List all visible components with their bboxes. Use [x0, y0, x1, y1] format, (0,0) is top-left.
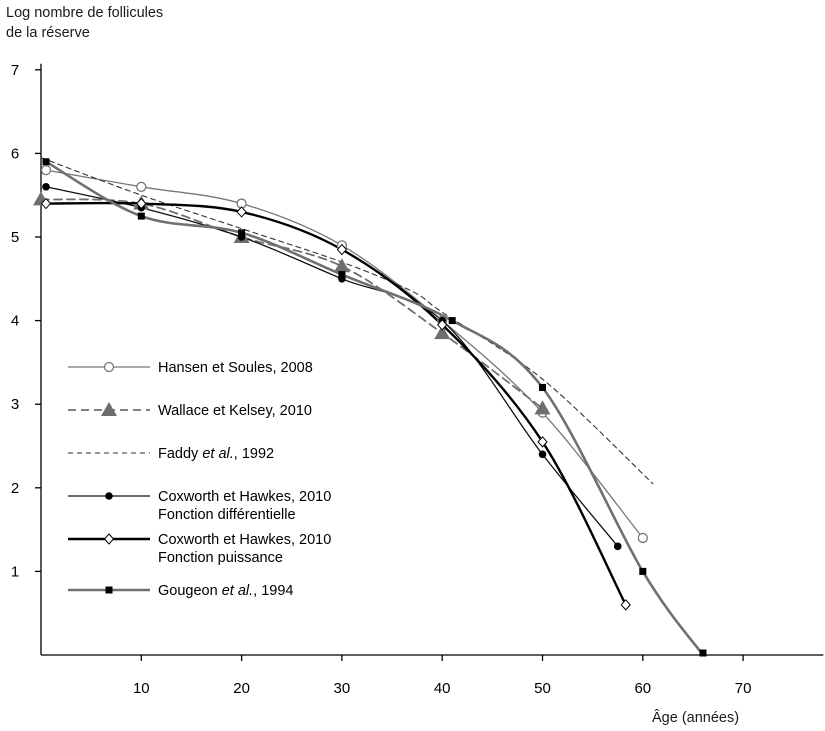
series-4-point — [42, 183, 50, 191]
series-5-point — [336, 243, 348, 256]
series-6-point — [539, 383, 546, 391]
x-tick-label: 10 — [133, 680, 150, 697]
series-line-3 — [40, 157, 654, 485]
y-axis-label-line2: de la réserve — [6, 25, 90, 41]
series-5-point — [620, 599, 631, 611]
series-1-point — [136, 181, 147, 192]
legend-marker-6 — [105, 586, 113, 594]
x-axis-label: Âge (années) — [652, 710, 740, 726]
x-tick-label: 70 — [735, 680, 752, 697]
x-tick-label: 30 — [334, 680, 351, 697]
y-tick-label: 4 — [11, 313, 19, 330]
y-tick-label: 3 — [11, 396, 19, 413]
legend-label-2: Wallace et Kelsey, 2010 — [158, 403, 312, 419]
legend-marker-1 — [103, 361, 115, 373]
series-6-point — [639, 567, 647, 575]
series-5-point — [236, 206, 247, 218]
legend-marker-5 — [103, 533, 115, 545]
series-line-6 — [44, 160, 705, 657]
x-tick-label: 40 — [434, 680, 451, 697]
series-1-point — [40, 164, 52, 176]
legend-label-5-line2: Fonction puissance — [158, 550, 283, 566]
series-5-point — [537, 436, 548, 448]
x-tick-label: 60 — [634, 680, 651, 697]
series-5-point — [40, 197, 52, 210]
legend-label-4-line2: Fonction différentielle — [158, 507, 296, 523]
y-axis-label-line1: Log nombre de follicules — [6, 5, 164, 21]
series-markers — [33, 158, 707, 657]
legend-label-4: Coxworth et Hawkes, 2010 — [158, 489, 331, 505]
series-6-point — [238, 229, 246, 237]
series-2-point — [534, 400, 551, 415]
y-tick-label: 1 — [11, 563, 19, 580]
legend-label-3: Faddy et al., 1992 — [158, 446, 274, 462]
series-line-2 — [40, 198, 544, 410]
x-tick-label: 50 — [534, 680, 551, 697]
series-2-point — [434, 325, 451, 340]
series-5-point — [437, 319, 448, 331]
series-curves — [40, 157, 705, 657]
axes: 1 2 3 4 5 6 7 10 20 30 40 50 60 70 — [11, 62, 824, 697]
y-tick-label: 6 — [11, 145, 19, 162]
series-6-point — [338, 271, 346, 279]
series-2-point — [333, 258, 350, 273]
series-6-point — [448, 317, 456, 325]
legend-marker-2 — [101, 402, 117, 416]
legend-label-6: Gougeon et al., 1994 — [158, 583, 293, 599]
series-6-point — [137, 212, 145, 220]
series-5-point — [136, 197, 147, 210]
y-tick-label: 5 — [11, 229, 19, 246]
y-tick-label: 2 — [11, 480, 19, 497]
series-4-point — [613, 542, 622, 551]
y-tick-label: 7 — [11, 62, 19, 79]
legend-marker-4 — [105, 492, 113, 500]
series-6-point — [699, 649, 707, 657]
x-tick-label: 20 — [233, 680, 250, 697]
legend: Hansen et Soules, 2008 Wallace et Kelsey,… — [68, 360, 331, 599]
series-line-5 — [44, 201, 627, 606]
series-6-point — [42, 158, 50, 166]
legend-label-1: Hansen et Soules, 2008 — [158, 360, 313, 376]
series-line-1 — [45, 169, 644, 539]
series-4-point — [538, 450, 547, 459]
series-1-point — [637, 532, 648, 544]
legend-label-5: Coxworth et Hawkes, 2010 — [158, 532, 331, 548]
